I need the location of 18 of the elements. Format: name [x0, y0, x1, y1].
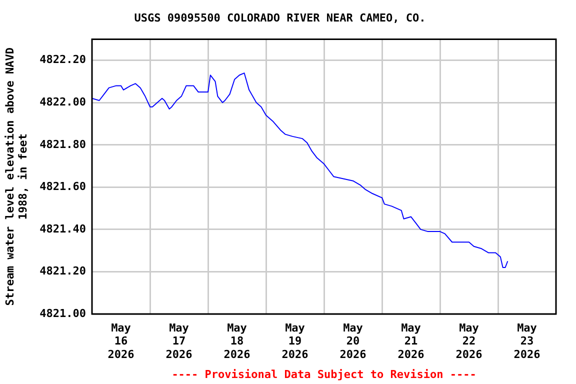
y-tick-label: 4821.20	[40, 264, 86, 278]
x-tick-label: May 21 2026	[398, 321, 425, 361]
x-tick-label: May 22 2026	[456, 321, 483, 361]
y-tick-label: 4822.00	[40, 95, 86, 108]
x-tick-label: May 23 2026	[514, 321, 541, 361]
text: ---- Provisional Data Subject to Revision ----	[172, 368, 476, 381]
y-axis-title: Stream water level elevation above NAVD 1988, in feet	[3, 47, 30, 306]
x-tick-label: May 18 2026	[224, 321, 251, 361]
y-tick-label: 4821.40	[40, 222, 86, 236]
y-tick-label: 4822.20	[40, 53, 86, 66]
x-tick-label: May 20 2026	[340, 321, 367, 361]
y-tick-label: 4821.80	[40, 138, 86, 151]
y-tick-label: 4821.00	[40, 306, 86, 320]
x-tick-label: May 16 2026	[108, 321, 135, 361]
x-tick-label: May 19 2026	[282, 321, 309, 361]
x-tick-label: May 17 2026	[166, 321, 193, 361]
y-tick-label: 4821.60	[40, 180, 86, 194]
chart-title: USGS 09095500 COLORADO RIVER NEAR CAMEO, CO.	[134, 11, 426, 24]
